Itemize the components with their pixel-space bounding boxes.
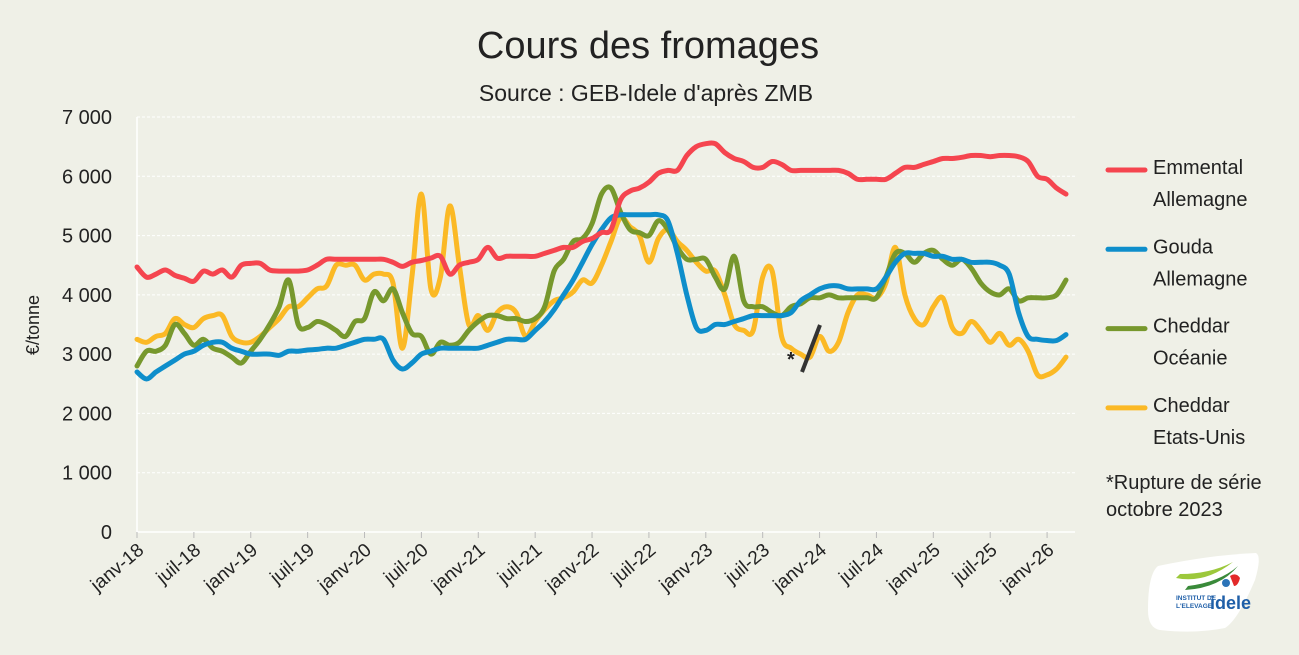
legend-item: Cheddar Etats-Unis — [1105, 395, 1245, 449]
x-tick-label: janv-18 — [86, 540, 148, 597]
series-break-marker: * — [787, 324, 822, 373]
chart-subtitle: Source : GEB-Idele d'après ZMB — [479, 80, 813, 106]
series-line-gouda-allemagne — [134, 211, 1069, 382]
series-line-cheddar-etats-unis — [134, 191, 1069, 380]
chart-title: Cours des fromages — [477, 25, 819, 67]
y-tick-label: 4 000 — [62, 285, 112, 307]
footnote-line-1: *Rupture de série — [1106, 472, 1262, 494]
x-tick-label: juil-21 — [493, 540, 546, 589]
legend-label-line-2: Etats-Unis — [1153, 427, 1245, 449]
legend-item: Emmental Allemagne — [1105, 157, 1248, 211]
x-tick-label: juil-19 — [266, 540, 319, 589]
legend-label-line-2: Océanie — [1153, 348, 1228, 370]
x-tick-label: janv-26 — [996, 540, 1058, 597]
series-lines — [134, 140, 1069, 382]
y-tick-label: 7 000 — [62, 107, 112, 129]
x-tick-label: juil-24 — [835, 539, 888, 589]
x-tick-label: juil-18 — [152, 540, 205, 589]
x-tick-label: juil-25 — [948, 540, 1001, 589]
y-axis-label: €/tonne — [23, 295, 43, 355]
x-tick-label: juil-20 — [380, 540, 433, 589]
x-tick-label: janv-23 — [655, 540, 717, 597]
legend-label-line-1: Emmental — [1153, 157, 1243, 179]
series-line-emmental-allemagne — [134, 140, 1069, 284]
gridlines — [136, 116, 1075, 533]
y-tick-label: 0 — [101, 522, 112, 544]
x-tick-label: janv-25 — [883, 540, 945, 597]
x-tick-label: juil-23 — [721, 540, 774, 589]
y-tick-label: 5 000 — [62, 226, 112, 248]
logo-brand: idele — [1210, 593, 1251, 613]
footnote-line-2: octobre 2023 — [1106, 499, 1223, 521]
y-tick-label: 2 000 — [62, 403, 112, 425]
x-tick-label: janv-19 — [200, 540, 262, 597]
logo-text-1: INSTITUT DE — [1176, 595, 1217, 602]
y-tick-label: 1 000 — [62, 463, 112, 485]
break-asterisk: * — [787, 349, 795, 371]
footnote: *Rupture de série octobre 2023 — [1106, 472, 1267, 521]
logo-text-2: L'ELEVAGE — [1176, 603, 1213, 610]
x-tick-label: janv-20 — [314, 540, 376, 597]
y-tick-label: 6 000 — [62, 166, 112, 188]
legend-item: Cheddar Océanie — [1105, 316, 1230, 370]
x-tick-label: janv-21 — [427, 540, 489, 597]
y-axis-ticks: 0 1 000 2 000 3 000 4 000 5 000 6 000 7 000 — [62, 107, 112, 544]
x-tick-label: janv-22 — [541, 540, 603, 597]
legend-label-line-1: Cheddar — [1153, 395, 1230, 417]
legend: Emmental Allemagne Gouda Allemagne Cheddar Oc… — [1105, 157, 1248, 449]
legend-label-line-2: Allemagne — [1153, 268, 1248, 290]
x-tick-label: janv-24 — [769, 539, 831, 596]
legend-label-line-1: Gouda — [1153, 236, 1214, 258]
legend-item: Gouda Allemagne — [1105, 236, 1248, 290]
idele-logo: INSTITUT DE L'ELEVAGE idele — [1148, 553, 1259, 632]
x-tick-label: juil-22 — [607, 540, 660, 589]
series-line-cheddar-oc-anie — [134, 184, 1069, 369]
legend-label-line-1: Cheddar — [1153, 316, 1230, 338]
y-tick-label: 3 000 — [62, 344, 112, 366]
break-slash — [800, 324, 822, 373]
legend-label-line-2: Allemagne — [1153, 189, 1248, 211]
